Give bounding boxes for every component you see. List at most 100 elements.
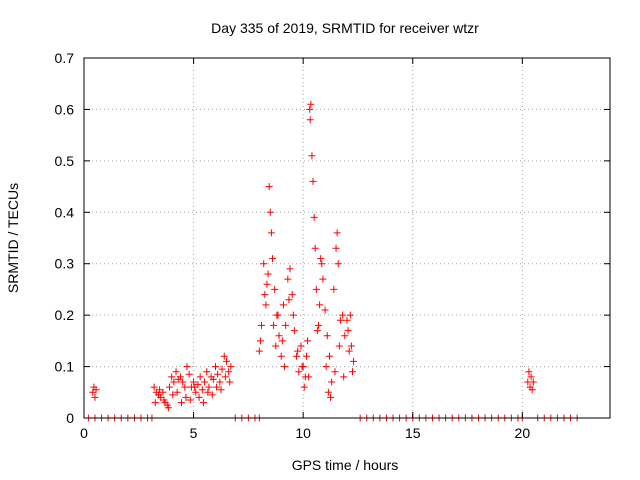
data-point: [205, 383, 213, 391]
data-point: [317, 255, 325, 263]
data-point: [181, 383, 189, 391]
data-point: [295, 368, 303, 376]
data-point: [168, 373, 176, 381]
data-point: [290, 327, 298, 335]
data-point: [192, 388, 200, 396]
data-point: [275, 332, 283, 340]
data-point: [334, 260, 342, 268]
x-axis-label: GPS time / hours: [292, 457, 399, 473]
data-point: [255, 347, 263, 355]
data-point: [300, 383, 308, 391]
data-point: [92, 386, 100, 394]
data-point: [286, 265, 294, 273]
data-point: [164, 404, 172, 412]
data-point: [297, 342, 305, 350]
data-point: [308, 152, 316, 160]
data-point: [528, 386, 536, 394]
y-tick-label: 0.6: [55, 101, 75, 117]
data-point: [270, 321, 278, 329]
data-point: [221, 373, 229, 381]
data-point: [274, 311, 282, 319]
data-point: [282, 321, 290, 329]
data-point: [525, 368, 533, 376]
data-point: [284, 275, 292, 283]
data-point: [318, 260, 326, 268]
y-tick-labels: 0 0.1 0.2 0.3 0.4 0.5 0.6 0.7: [55, 50, 75, 426]
plot-frame: [83, 57, 611, 419]
data-point: [185, 370, 193, 378]
y-tick-label: 0.2: [55, 307, 75, 323]
data-point: [204, 388, 212, 396]
data-point: [327, 393, 335, 401]
data-point: [346, 311, 354, 319]
data-point: [325, 352, 333, 360]
data-point: [350, 357, 358, 365]
data-point: [262, 301, 270, 309]
data-point: [191, 383, 199, 391]
data-point: [165, 383, 173, 391]
data-point: [226, 378, 234, 386]
data-point: [316, 301, 324, 309]
data-point: [306, 116, 314, 124]
data-point: [340, 373, 348, 381]
data-point: [323, 332, 331, 340]
data-point: [216, 378, 224, 386]
chart-title: Day 335 of 2019, SRMTID for receiver wtz…: [211, 20, 479, 36]
data-point: [304, 337, 312, 345]
data-point: [182, 393, 190, 401]
data-point: [294, 347, 302, 355]
data-point: [170, 378, 178, 386]
data-point: [256, 337, 264, 345]
data-point: [344, 327, 352, 335]
data-point: [279, 301, 287, 309]
data-point: [278, 337, 286, 345]
data-point: [289, 311, 297, 319]
data-point: [343, 316, 351, 324]
grid-lines: [84, 58, 610, 418]
data-point: [330, 285, 338, 293]
data-point: [225, 368, 233, 376]
data-point: [190, 378, 198, 386]
data-point: [173, 388, 181, 396]
data-point: [335, 342, 343, 350]
data-point: [264, 270, 272, 278]
x-tick-label: 0: [80, 425, 88, 441]
y-tick-label: 0.3: [55, 256, 75, 272]
data-point: [336, 316, 344, 324]
data-point: [260, 260, 268, 268]
data-point: [312, 285, 320, 293]
data-point: [227, 363, 235, 371]
data-point: [266, 208, 274, 216]
data-point: [201, 378, 209, 386]
data-point: [199, 399, 207, 407]
y-tick-label: 0.1: [55, 359, 75, 375]
data-point: [220, 352, 228, 360]
data-point: [305, 373, 313, 381]
data-point: [311, 244, 319, 252]
data-point: [324, 388, 332, 396]
data-point: [339, 311, 347, 319]
data-point: [151, 399, 159, 407]
data-point: [527, 373, 535, 381]
x-tick-label: 20: [515, 425, 531, 441]
data-point: [281, 363, 289, 371]
data-point: [307, 100, 315, 108]
data-point: [319, 275, 327, 283]
data-point: [265, 183, 273, 191]
y-axis-label: SRMTID / TECUs: [5, 183, 21, 293]
data-point: [313, 327, 321, 335]
data-point: [150, 383, 158, 391]
data-points: [84, 100, 581, 422]
x-tick-label: 10: [295, 425, 311, 441]
data-point: [195, 393, 203, 401]
data-point: [332, 244, 340, 252]
data-point: [218, 365, 226, 373]
y-tick-label: 0.7: [55, 50, 75, 66]
data-point: [176, 373, 184, 381]
data-point: [277, 352, 285, 360]
data-point: [222, 357, 230, 365]
x-tick-label: 15: [405, 425, 421, 441]
data-point: [348, 368, 356, 376]
data-point: [212, 363, 219, 371]
